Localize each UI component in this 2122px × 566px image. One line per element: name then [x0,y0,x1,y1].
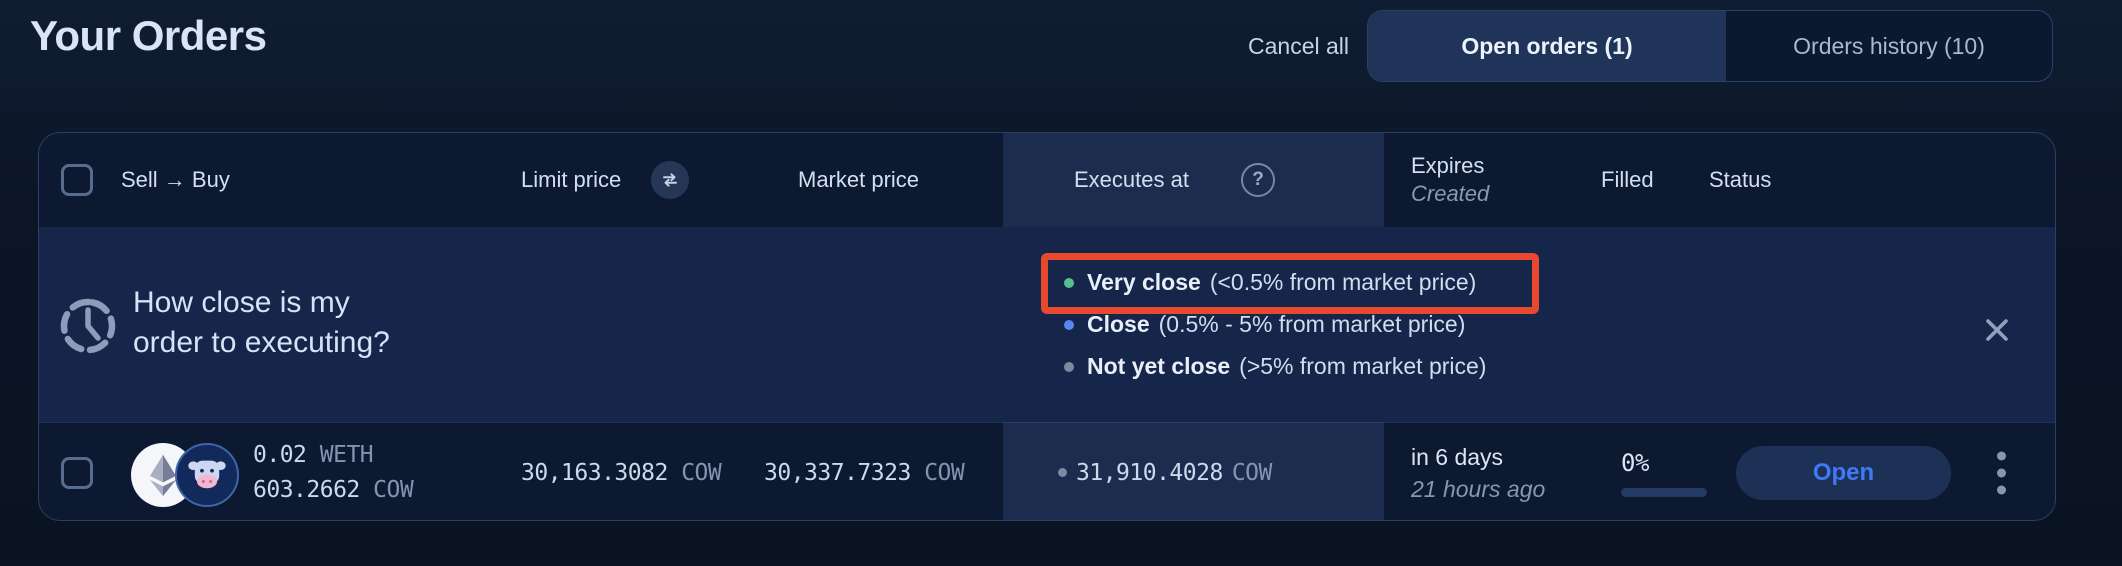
kebab-dot-icon [1997,451,2006,460]
blue-dot-icon [1064,319,1074,330]
tab-orders-history[interactable]: Orders history (10) [1793,32,1985,59]
proximity-dot-icon [1058,468,1067,477]
created-value: 21 hours ago [1411,475,1546,502]
limit-price-cell: 30,163.3082 COW [521,459,722,486]
column-header-expires: Expires [1411,153,1485,178]
column-header-filled: Filled [1601,167,1654,192]
green-dot-icon [1064,277,1074,288]
question-mark-icon: ? [1252,169,1264,190]
order-row: 0.02 WETH 603.2662 COW 30,163.3082 COW 3… [39,422,2055,520]
banner-question: How close is my order to executing? [133,283,390,363]
cancel-all-button[interactable]: Cancel all [1248,33,1349,59]
clock-icon [60,298,116,354]
legend-item-very-close: Very close (<0.5% from market price) [1064,267,1486,298]
table-header-row: Sell → Buy Limit price Market price Exec… [39,133,2055,227]
order-sell-buy-amounts: 0.02 WETH 603.2662 COW [253,438,414,508]
expires-created-cell: in 6 days 21 hours ago [1411,441,1545,505]
expires-value: in 6 days [1411,443,1504,470]
page-title: Your Orders [30,12,267,59]
executes-at-help-button[interactable]: ? [1241,163,1275,197]
column-header-limit-price: Limit price [521,167,622,192]
column-header-created: Created [1411,181,1490,206]
column-header-expires-created: Expires Created [1411,152,1489,208]
column-header-market-price: Market price [798,167,920,192]
order-menu-button[interactable] [1991,445,2012,500]
banner-question-line1: How close is my [133,286,350,319]
ethereum-logo-icon [150,454,176,497]
orders-tab-group: Open orders (1) Orders history (10) [1367,10,2053,82]
banner-question-line2: order to executing? [133,326,390,359]
market-price-cell: 30,337.7323 COW [764,459,965,486]
column-header-executes-at: Executes at [1074,167,1189,192]
filled-progress-bar [1621,487,1707,497]
cow-token-icon [175,443,239,507]
kebab-dot-icon [1997,485,2006,494]
column-header-sell-buy: Sell → Buy [121,167,230,192]
close-icon [1986,319,2008,341]
execution-proximity-banner: How close is my order to executing? Very… [39,227,2055,422]
repeat-arrows-icon [663,173,677,187]
order-select-checkbox[interactable] [61,457,93,489]
column-header-status: Status [1709,167,1772,192]
tab-open-orders[interactable]: Open orders (1) [1368,11,1726,81]
invert-limit-price-button[interactable] [651,161,689,199]
dismiss-banner-button[interactable] [1973,306,2021,354]
filled-cell: 0% [1621,449,1707,497]
gray-dot-icon [1064,361,1074,372]
kebab-dot-icon [1997,468,2006,477]
sell-amount-line: 0.02 WETH [253,442,374,468]
legend-item-close: Close (0.5% - 5% from market price) [1064,309,1486,340]
legend-item-not-yet-close: Not yet close (>5% from market price) [1064,351,1486,382]
cow-face-icon [188,460,226,489]
executes-at-cell: 31,910.4028 COW [1058,460,1272,486]
order-status-button[interactable]: Open [1736,446,1951,500]
filled-percentage: 0% [1621,448,1649,477]
orders-table: Sell → Buy Limit price Market price Exec… [38,132,2056,521]
buy-amount-line: 603.2662 COW [253,477,414,503]
select-all-checkbox[interactable] [61,164,93,196]
proximity-legend: Very close (<0.5% from market price) Clo… [1064,267,1486,382]
